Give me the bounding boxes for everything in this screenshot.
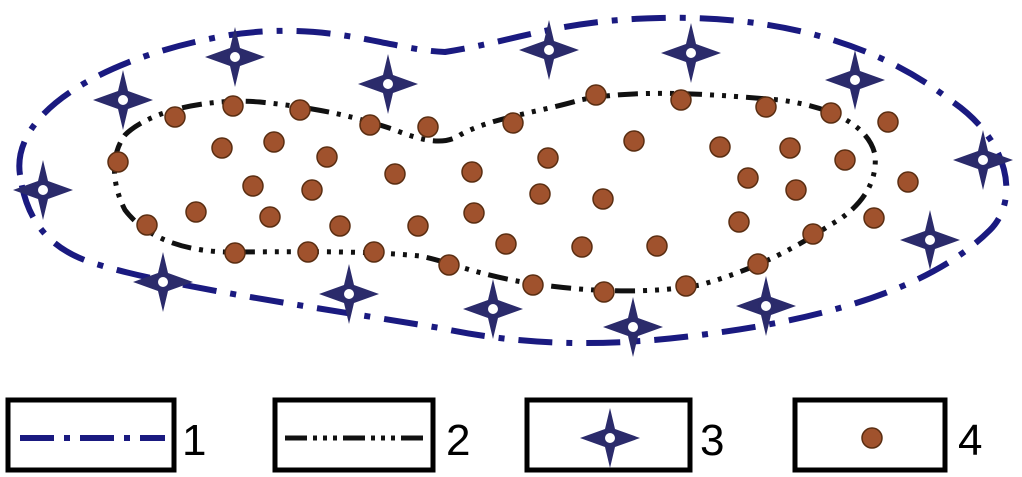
brown-dot <box>164 106 186 128</box>
legend-number-2: 2 <box>446 416 470 465</box>
brown-dot <box>709 136 731 158</box>
legend-number-3: 3 <box>700 416 724 465</box>
legend-dot-icon <box>861 427 883 449</box>
star-marker-icon <box>133 252 193 312</box>
dot-group <box>107 84 919 303</box>
star-marker-icon <box>93 70 153 130</box>
brown-dot <box>495 233 517 255</box>
brown-dot <box>585 84 607 106</box>
brown-dot <box>185 201 207 223</box>
star-marker-icon <box>13 160 73 220</box>
brown-dot <box>222 95 244 117</box>
brown-dot <box>242 175 264 197</box>
legend-number-1: 1 <box>182 416 206 465</box>
legend-box-4 <box>792 397 948 473</box>
brown-dot <box>802 223 824 245</box>
star-marker-icon <box>580 408 640 468</box>
brown-dot <box>571 236 593 258</box>
brown-dot <box>834 149 856 171</box>
star-marker-icon <box>319 264 379 324</box>
brown-dot <box>359 114 381 136</box>
star-marker-icon <box>900 210 960 270</box>
brown-dot <box>301 179 323 201</box>
brown-dot <box>623 130 645 152</box>
legend-item-4: 4 <box>792 397 982 473</box>
legend-star-icon <box>580 408 640 468</box>
brown-dot <box>877 111 899 133</box>
brown-dot <box>329 215 351 237</box>
legend-item-2: 2 <box>272 397 470 473</box>
brown-dot <box>211 137 233 159</box>
star-marker-icon <box>825 50 885 110</box>
star-marker-icon <box>603 297 663 357</box>
brown-dot <box>461 161 483 183</box>
brown-dot <box>646 235 668 257</box>
brown-dot <box>537 147 559 169</box>
legend-item-1: 1 <box>5 397 206 473</box>
outer-contour <box>16 14 1010 347</box>
brown-dot <box>224 242 246 264</box>
brown-dot <box>297 241 319 263</box>
brown-dot <box>417 116 439 138</box>
marker-group <box>13 20 1013 357</box>
star-marker-icon <box>358 54 418 114</box>
legend-box-1 <box>5 397 177 473</box>
legend-number-4: 4 <box>958 416 982 465</box>
brown-dot <box>407 215 429 237</box>
brown-dot <box>592 188 614 210</box>
brown-dot <box>897 171 919 193</box>
legend-box-3 <box>524 397 693 473</box>
brown-dot <box>107 151 129 173</box>
brown-dot <box>737 167 759 189</box>
star-marker-icon <box>953 130 1013 190</box>
brown-dot <box>316 146 338 168</box>
brown-dot <box>863 207 885 229</box>
brown-dot <box>259 206 281 228</box>
legend: 1 2 3 4 <box>5 397 982 473</box>
star-marker-icon <box>519 20 579 80</box>
star-marker-icon <box>463 279 523 339</box>
brown-dot <box>755 96 777 118</box>
brown-dot <box>438 254 460 276</box>
brown-dot <box>779 137 801 159</box>
brown-dot <box>820 102 842 124</box>
star-marker-icon <box>736 276 796 336</box>
brown-dot <box>263 131 285 153</box>
brown-dot <box>747 253 769 275</box>
brown-dot <box>728 211 750 233</box>
brown-dot <box>463 202 485 224</box>
brown-dot <box>522 274 544 296</box>
brown-dot <box>670 89 692 111</box>
brown-dot <box>363 241 385 263</box>
brown-dot <box>675 275 697 297</box>
brown-dot <box>593 281 615 303</box>
brown-dot <box>529 183 551 205</box>
brown-dot <box>289 99 311 121</box>
star-marker-icon <box>205 27 265 87</box>
legend-box-2 <box>272 397 436 473</box>
brown-dot <box>502 112 524 134</box>
legend-item-3: 3 <box>524 397 724 473</box>
brown-dot <box>384 163 406 185</box>
star-marker-icon <box>661 23 721 83</box>
brown-dot <box>785 179 807 201</box>
brown-dot <box>136 214 158 236</box>
